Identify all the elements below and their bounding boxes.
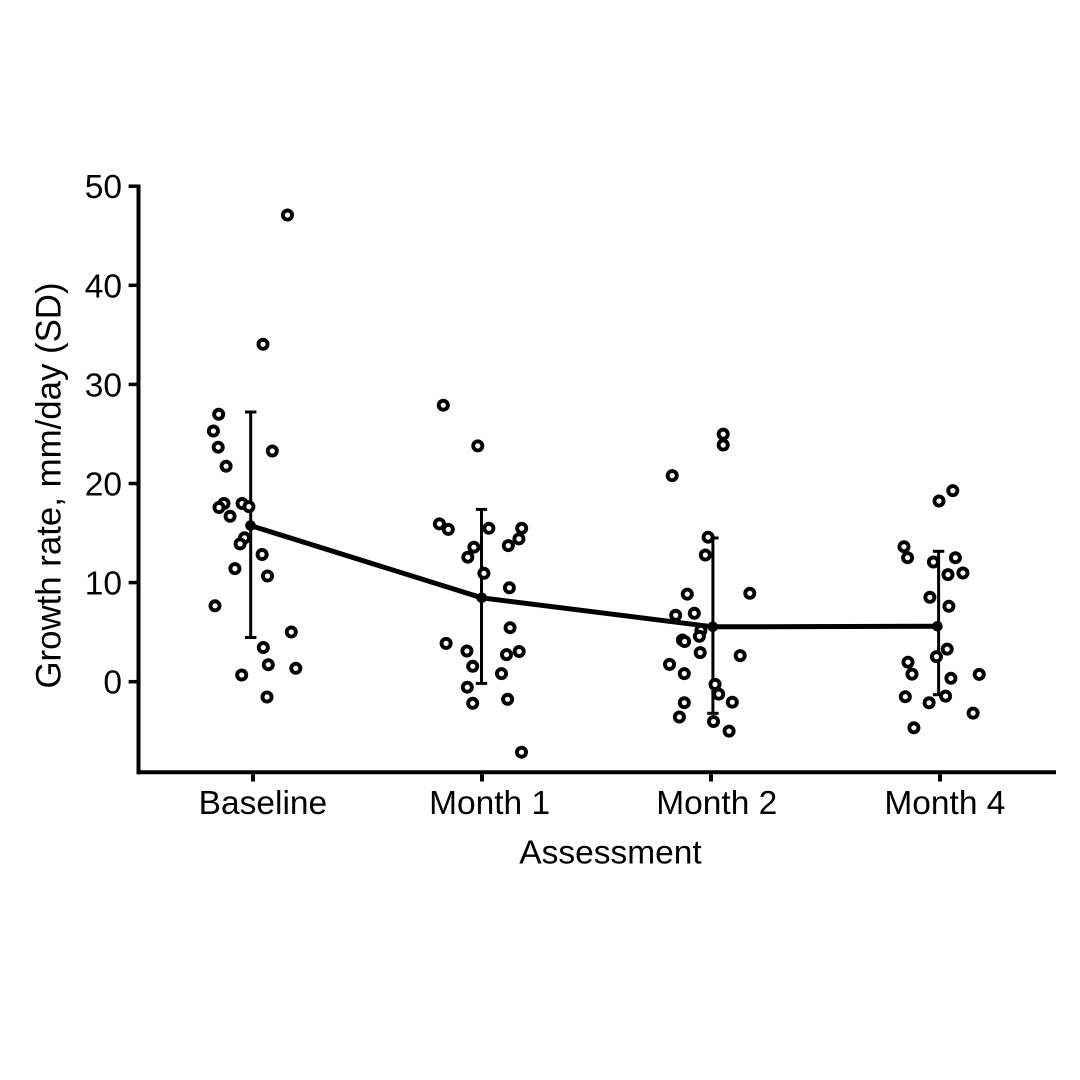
svg-text:Baseline: Baseline	[199, 785, 328, 822]
svg-text:40: 40	[85, 268, 122, 305]
svg-text:0: 0	[103, 665, 122, 702]
svg-text:20: 20	[85, 467, 122, 504]
svg-text:Month 1: Month 1	[429, 785, 550, 822]
svg-text:10: 10	[85, 566, 122, 603]
svg-text:Assessment: Assessment	[519, 835, 702, 872]
svg-text:Growth rate, mm/day (SD): Growth rate, mm/day (SD)	[30, 282, 69, 688]
svg-text:Month 4: Month 4	[884, 785, 1005, 822]
svg-text:Month 2: Month 2	[656, 785, 777, 822]
svg-text:50: 50	[85, 169, 122, 206]
svg-text:30: 30	[85, 367, 122, 404]
